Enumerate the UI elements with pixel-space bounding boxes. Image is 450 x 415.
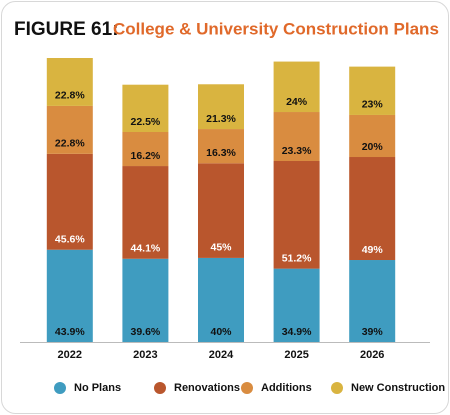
bar-segment: [273, 161, 320, 269]
value-label: 44.1%: [131, 243, 161, 255]
legend-swatch: [54, 382, 66, 394]
legend-swatch: [241, 382, 253, 394]
bar-segment: [46, 153, 93, 250]
bar-segment: [122, 131, 169, 167]
x-tick-label: 2025: [284, 349, 308, 361]
value-label: 45%: [210, 242, 232, 254]
x-tick-label: 2026: [360, 349, 384, 361]
bar-segment: [122, 84, 169, 132]
legend-swatch: [154, 382, 166, 394]
bar-segment: [46, 105, 93, 154]
x-tick-label: 2022: [58, 349, 82, 361]
value-label: 22.8%: [55, 138, 85, 150]
x-tick-label: 2024: [209, 349, 234, 361]
chart-title: FIGURE 61:: [14, 19, 119, 40]
bar-segment: [198, 257, 244, 342]
bar-segment: [273, 61, 320, 113]
value-label: 16.3%: [206, 147, 236, 159]
bar-segment: [198, 163, 244, 258]
x-tick-label: 2023: [133, 349, 157, 361]
legend-label: Renovations: [174, 382, 240, 394]
value-label: 51.2%: [282, 252, 312, 264]
value-label: 34.9%: [282, 326, 312, 338]
bar-segment: [46, 58, 93, 106]
legend-swatch: [331, 382, 343, 394]
bar-segment: [349, 66, 396, 115]
value-label: 39.6%: [131, 326, 161, 338]
bar-segment: [349, 260, 396, 342]
bar-segment: [122, 166, 169, 259]
value-label: 22.8%: [55, 90, 85, 102]
value-label: 43.9%: [55, 326, 85, 338]
bar-segment: [198, 129, 244, 164]
value-label: 49%: [362, 244, 384, 256]
bar-segment: [349, 114, 396, 158]
chart-subtitle: College & University Construction Plans: [113, 19, 439, 38]
value-label: 39%: [362, 326, 384, 338]
bar-segment: [273, 112, 320, 162]
bar-segment: [273, 268, 320, 342]
value-label: 23%: [362, 99, 384, 111]
bar-segment: [198, 84, 244, 130]
value-label: 23.3%: [282, 145, 312, 157]
value-label: 45.6%: [55, 233, 85, 245]
bar-segment: [349, 157, 396, 261]
value-label: 40%: [210, 326, 232, 338]
bar-segment: [46, 249, 93, 342]
bar-segment: [122, 258, 169, 342]
value-label: 20%: [362, 141, 384, 153]
legend-label: No Plans: [74, 382, 121, 394]
value-label: 21.3%: [206, 113, 236, 125]
value-label: 16.2%: [131, 150, 161, 162]
value-label: 24%: [286, 96, 308, 108]
legend-label: New Construction: [351, 382, 445, 394]
value-label: 22.5%: [131, 116, 161, 128]
legend-label: Additions: [261, 382, 312, 394]
